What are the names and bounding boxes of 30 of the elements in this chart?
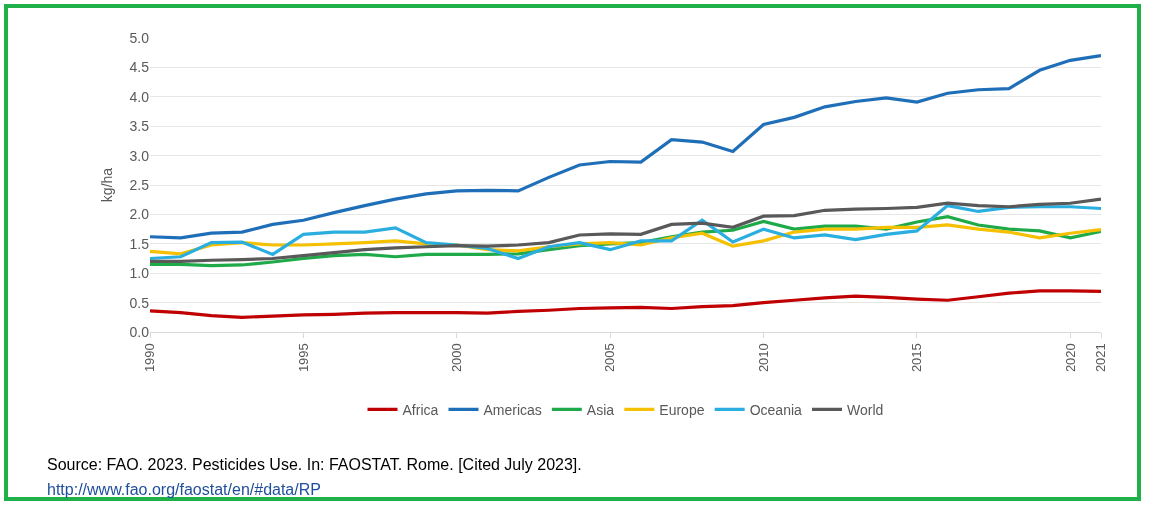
y-tick-label: 0.5 <box>129 294 150 311</box>
legend-label: Europe <box>659 401 705 418</box>
x-tick-label: 2000 <box>448 343 464 373</box>
x-tick-label: 2005 <box>602 343 618 373</box>
y-tick-label: 2.5 <box>129 176 150 193</box>
y-tick-label: 0.0 <box>129 323 150 340</box>
legend-label: Americas <box>483 401 542 418</box>
legend-label: World <box>847 401 884 418</box>
y-axis-title: kg/ha <box>99 167 115 203</box>
y-tick-label: 2.0 <box>129 206 150 223</box>
y-tick-label: 3.5 <box>129 118 150 135</box>
y-tick-label: 3.0 <box>129 147 150 164</box>
y-tick-label: 1.0 <box>129 265 150 282</box>
legend-label: Oceania <box>749 401 803 418</box>
line-series <box>150 289 1101 319</box>
x-tick-label: 2021 <box>1093 343 1109 373</box>
y-tick-label: 4.5 <box>129 59 150 76</box>
x-tick-label: 2010 <box>755 343 771 373</box>
y-tick-label: 5.0 <box>129 29 150 46</box>
text: http://www.fao.org/faostat/en/#data/RP <box>47 481 321 498</box>
y-tick-label: 1.5 <box>129 235 150 252</box>
source-note: Source: FAO. 2023. Pesticides Use. In: FAOSTAT. Rome. [Cited July 2023]. <box>47 456 582 473</box>
legend-label: Africa <box>402 401 439 418</box>
x-tick-label: 2015 <box>909 343 925 373</box>
y-tick-label: 4.0 <box>129 88 150 105</box>
x-tick-label: 2020 <box>1062 343 1078 373</box>
x-tick-label: 1990 <box>142 343 158 373</box>
line-series <box>150 54 1101 240</box>
x-tick-label: 1995 <box>295 343 311 373</box>
legend-label: Asia <box>586 401 615 418</box>
